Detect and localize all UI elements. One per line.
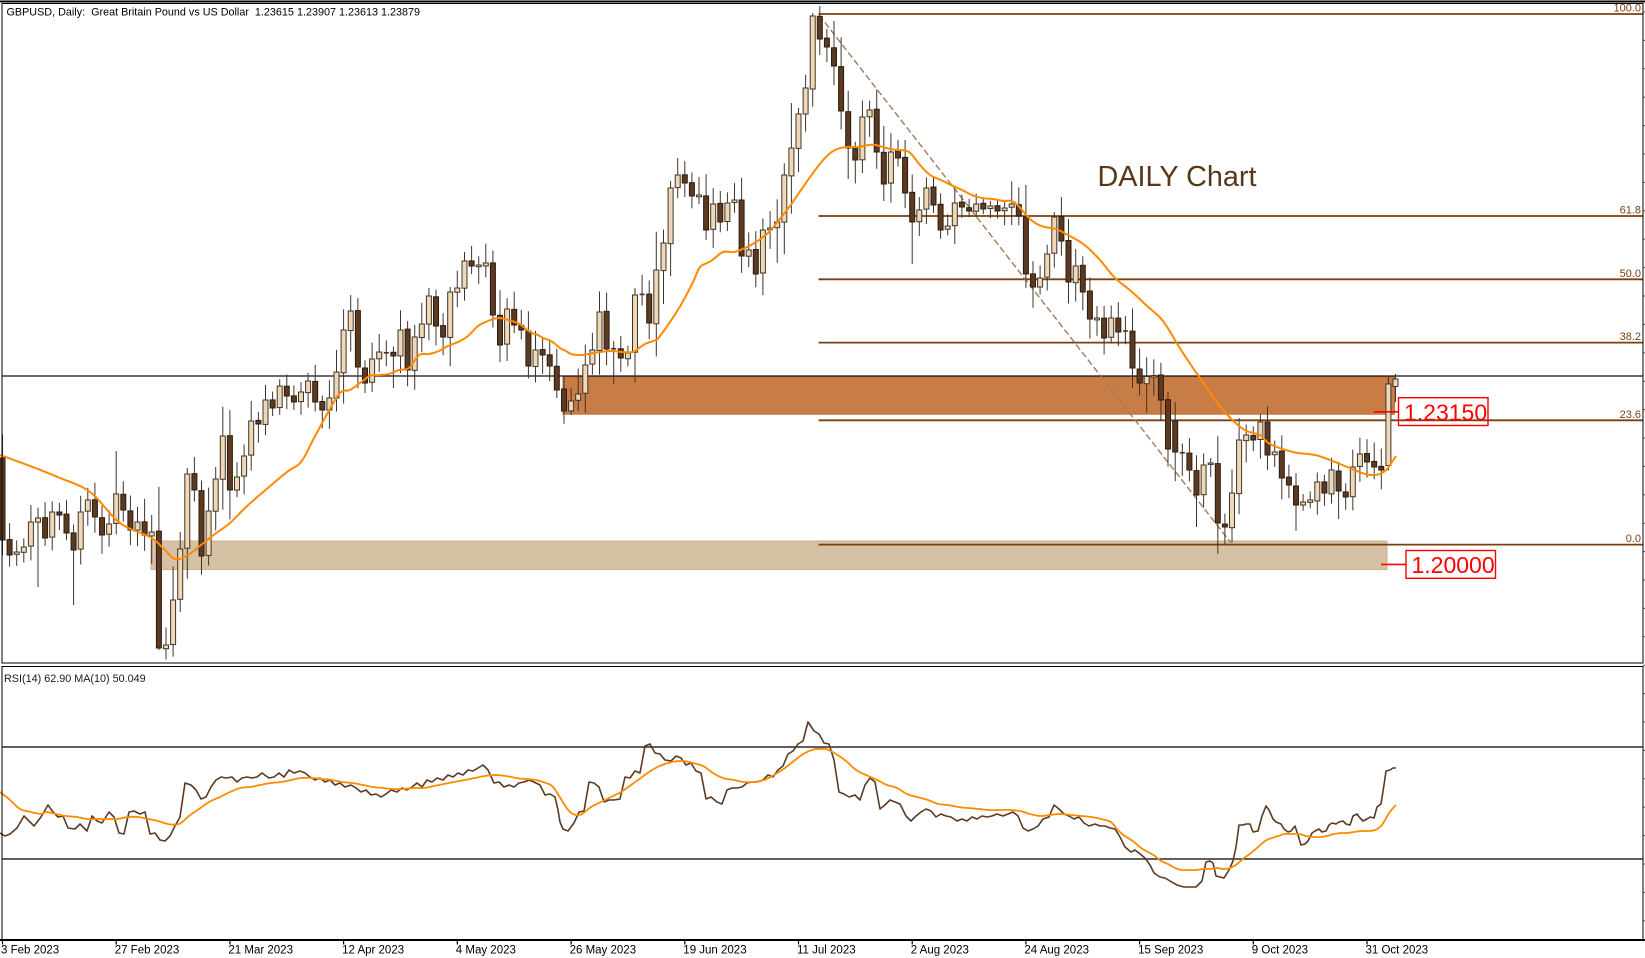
svg-text:9 Oct 2023: 9 Oct 2023 xyxy=(1252,945,1308,957)
svg-text:38.2: 38.2 xyxy=(1620,331,1641,343)
svg-text:1.23150: 1.23150 xyxy=(1404,400,1487,426)
svg-text:24 Aug 2023: 24 Aug 2023 xyxy=(1024,945,1089,957)
svg-text:27 Feb 2023: 27 Feb 2023 xyxy=(115,945,180,957)
svg-text:11 Jul 2023: 11 Jul 2023 xyxy=(797,945,856,957)
svg-text:4 May 2023: 4 May 2023 xyxy=(456,945,516,957)
svg-text:RSI(14) 62.90 MA(10) 50.049: RSI(14) 62.90 MA(10) 50.049 xyxy=(4,673,146,685)
svg-text:12 Apr 2023: 12 Apr 2023 xyxy=(342,945,404,957)
svg-text:21 Mar 2023: 21 Mar 2023 xyxy=(228,945,293,957)
svg-text:DAILY Chart: DAILY Chart xyxy=(1098,161,1257,193)
svg-text:GBPUSD, Daily: Great Britain: GBPUSD, Daily: Great Britain Pound vs US… xyxy=(7,7,421,19)
svg-text:15 Sep 2023: 15 Sep 2023 xyxy=(1138,945,1203,957)
svg-text:100.0: 100.0 xyxy=(1613,3,1641,15)
svg-text:0.0: 0.0 xyxy=(1626,533,1641,545)
svg-text:2 Aug 2023: 2 Aug 2023 xyxy=(911,945,969,957)
svg-text:26 May 2023: 26 May 2023 xyxy=(570,945,637,957)
svg-text:61.8: 61.8 xyxy=(1620,205,1641,217)
svg-text:31 Oct 2023: 31 Oct 2023 xyxy=(1366,945,1429,957)
svg-text:23.6: 23.6 xyxy=(1620,409,1641,421)
svg-text:3 Feb 2023: 3 Feb 2023 xyxy=(1,945,59,957)
svg-text:1.20000: 1.20000 xyxy=(1412,552,1495,578)
svg-text:19 Jun 2023: 19 Jun 2023 xyxy=(683,945,746,957)
svg-text:50.0: 50.0 xyxy=(1620,268,1641,280)
